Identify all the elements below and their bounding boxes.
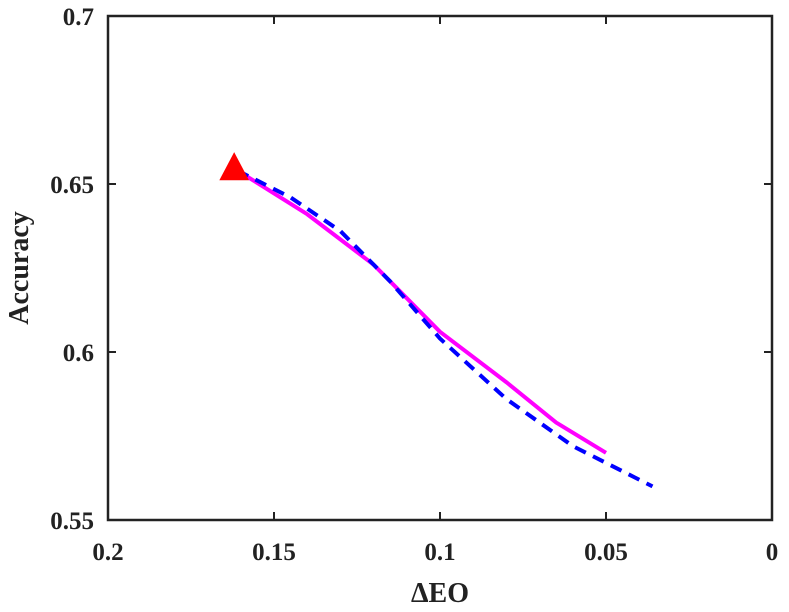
series-layer <box>236 168 654 489</box>
x-axis-label: ΔEO <box>411 578 469 607</box>
solid-magenta-series-line <box>236 168 608 455</box>
plot-frame <box>106 14 774 522</box>
x-tick-label: 0.05 <box>584 539 628 566</box>
plot-area <box>108 16 772 520</box>
x-tick-label: 0.1 <box>424 539 455 566</box>
y-axis-label: Accuracy <box>4 211 35 325</box>
y-tick-label: 0.65 <box>50 172 94 199</box>
marker-layer <box>219 152 249 181</box>
y-tick-labels: 0.55 0.6 0.65 0.7 <box>50 4 94 535</box>
y-tick-label: 0.6 <box>63 340 94 367</box>
y-tick-label: 0.7 <box>63 4 94 31</box>
x-tick-label: 0.15 <box>252 539 296 566</box>
x-tick-labels: 0.2 0.15 0.1 0.05 0 <box>92 539 778 566</box>
y-tick-label: 0.55 <box>50 508 94 535</box>
x-tick-label: 0 <box>766 539 779 566</box>
dashed-blue-series-line <box>236 168 654 489</box>
x-tick-label: 0.2 <box>92 539 123 566</box>
red-triangle-marker <box>219 152 249 181</box>
